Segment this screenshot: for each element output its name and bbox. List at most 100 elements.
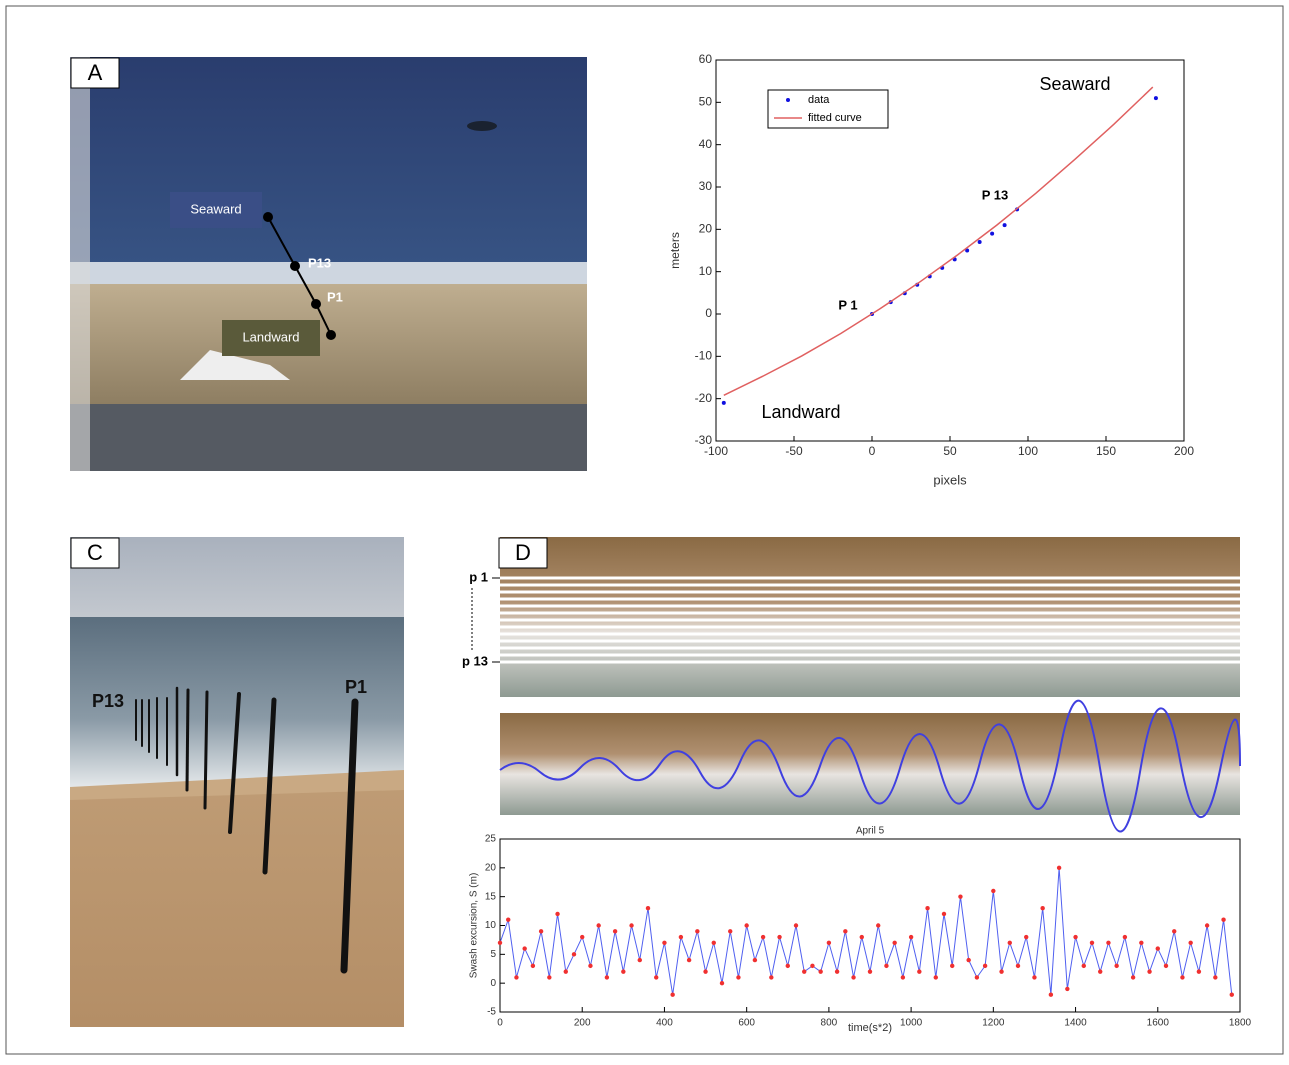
y-tick-label: 50 [699,95,713,109]
peak-marker [818,969,823,974]
peak-marker [777,934,782,940]
peak-marker [974,975,980,980]
timestack-label: p 1 [469,569,488,584]
y-tick-label: -10 [695,349,713,363]
y-tick-label: -20 [695,391,713,405]
peak-marker [719,980,725,986]
y-tick-label: 30 [699,179,713,193]
y-tick-label: 60 [699,52,713,66]
peak-marker [621,969,626,974]
peak-marker [1155,946,1160,951]
frame [5,5,1284,1055]
peak-marker [571,952,577,957]
x-tick-label: 100 [1018,444,1038,458]
peak-marker [785,963,790,969]
peak-marker [941,911,947,917]
peak-marker [654,975,659,980]
peak-marker [1147,969,1152,974]
photo-label: P13 [92,691,124,711]
peak-marker [547,975,552,980]
peak-marker [793,923,799,928]
peak-marker [851,975,856,980]
timestack: p 1 p 13 [462,537,1241,833]
y-tick-label: 40 [699,137,713,151]
plot-area [499,838,1241,1013]
peak-marker [950,963,955,969]
y-tick-label: 20 [485,862,497,873]
peak-marker [958,894,963,899]
peak-marker [884,963,889,969]
peak-marker [1139,940,1144,945]
y-tick-label: 0 [490,978,496,989]
peak-marker [604,975,610,980]
peak-marker [917,969,922,974]
fit-line [723,86,1154,396]
peak-marker [612,929,618,934]
y-tick-label: 20 [699,222,713,236]
peak-marker [1007,940,1012,945]
peak-marker [999,969,1004,974]
y-tick-label: 10 [485,920,497,931]
peak-marker [1056,865,1062,871]
y-tick-label: 15 [485,891,497,902]
peak-marker [1204,923,1210,928]
data-point [965,248,970,253]
peak-marker [497,940,503,945]
chart-title: April 5 [856,826,885,837]
data-point [1153,96,1158,101]
legend-box [767,89,889,129]
peak-marker [1180,975,1185,980]
x-axis-label: pixels [933,472,967,487]
peak-marker [596,923,601,928]
peak-marker [982,963,988,969]
panel-letter: C [87,540,103,565]
peak-marker [686,957,692,963]
peak-marker [1114,963,1119,969]
peak-marker [1122,934,1128,940]
peak-marker [703,969,708,974]
peak-marker [1024,934,1029,940]
peak-marker [514,975,519,980]
peak-marker [1073,934,1078,940]
peak-marker [637,957,642,963]
photo-label: Seaward [190,201,241,216]
peak-marker [662,940,667,945]
x-tick-label: 200 [1174,444,1194,458]
peak-marker [826,940,832,945]
y-tick-label: -5 [487,1007,496,1018]
peak-marker [834,969,840,974]
peak-marker [629,923,634,928]
peak-marker [1163,963,1169,969]
peak-marker [1106,940,1111,945]
photo-a: Seaward P13 P1 Landward [70,57,587,471]
data-point [977,240,982,245]
peak-marker [580,934,585,940]
peak-marker [1213,975,1218,980]
timestack-label: p 13 [462,653,488,668]
peak-marker [1015,963,1021,969]
data-point [1002,223,1007,228]
peak-marker [711,940,716,945]
x-tick-label: 1600 [1147,1018,1170,1029]
y-tick-label: 10 [699,264,713,278]
legend-label: data [808,94,830,106]
peak-marker [678,934,684,940]
peak-marker [1048,992,1054,997]
peak-marker [506,917,511,922]
peak-marker [728,929,733,934]
peak-marker [1081,963,1086,969]
y-tick-label: 0 [705,306,712,320]
x-tick-label: 800 [821,1018,838,1029]
peak-marker [752,957,758,963]
x-tick-label: 1200 [982,1018,1005,1029]
y-tick-label: 5 [490,949,496,960]
peak-marker [588,963,593,969]
peak-marker [1130,975,1136,980]
peak-marker [1221,917,1226,922]
peak-marker [867,969,873,974]
peak-marker [966,957,971,963]
annotation: Landward [761,402,840,422]
y-tick-label: 25 [485,834,497,845]
x-axis-label: time(s*2) [848,1022,892,1034]
